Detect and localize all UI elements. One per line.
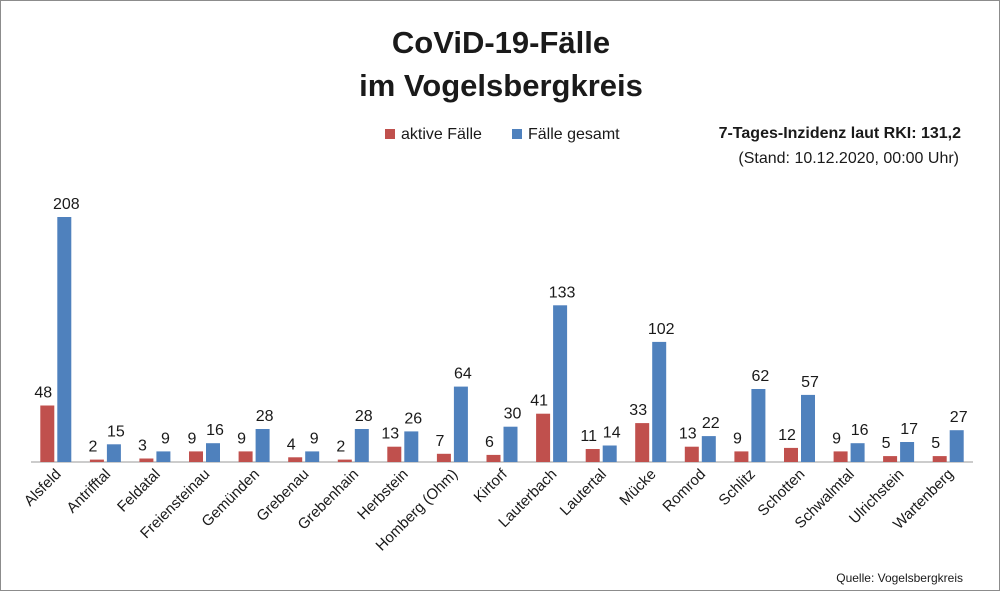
bar-aktive-12 xyxy=(635,423,650,462)
legend-label-gesamt: Fälle gesamt xyxy=(528,126,620,143)
value-label-aktive-7: 13 xyxy=(381,426,399,443)
legend-label-aktive: aktive Fälle xyxy=(401,126,482,143)
bar-aktive-10 xyxy=(536,413,551,462)
value-label-aktive-11: 11 xyxy=(580,428,597,445)
bar-aktive-18 xyxy=(932,456,947,462)
category-label-0: Alsfeld xyxy=(21,466,65,510)
date-annotation: (Stand: 10.12.2020, 00:00 Uhr) xyxy=(738,150,959,167)
category-label-12: Mücke xyxy=(616,466,659,509)
bar-gesamt-17 xyxy=(900,442,915,462)
category-label-11: Lautertal xyxy=(557,466,610,519)
bar-aktive-17 xyxy=(883,456,898,462)
bar-aktive-7 xyxy=(387,446,402,462)
value-label-gesamt-0: 208 xyxy=(53,196,80,213)
value-label-aktive-1: 2 xyxy=(88,439,97,456)
value-label-gesamt-17: 17 xyxy=(900,421,918,438)
value-label-gesamt-5: 9 xyxy=(310,430,319,447)
value-label-aktive-2: 3 xyxy=(138,438,147,455)
bar-gesamt-5 xyxy=(305,451,320,462)
value-label-gesamt-16: 16 xyxy=(851,422,869,439)
bar-gesamt-3 xyxy=(206,443,220,462)
chart-title-line-2: im Vogelsbergkreis xyxy=(359,68,643,103)
bar-gesamt-8 xyxy=(453,386,468,462)
bar-gesamt-1 xyxy=(106,444,121,462)
value-label-aktive-18: 5 xyxy=(931,435,940,452)
value-label-gesamt-18: 27 xyxy=(950,409,968,426)
value-label-gesamt-4: 28 xyxy=(256,408,274,425)
bar-aktive-2 xyxy=(139,458,154,462)
value-label-gesamt-7: 26 xyxy=(404,410,422,427)
value-label-aktive-15: 12 xyxy=(778,427,796,444)
value-label-gesamt-12: 102 xyxy=(648,321,675,338)
bar-aktive-3 xyxy=(189,451,203,462)
value-label-aktive-0: 48 xyxy=(34,385,52,402)
value-label-aktive-13: 13 xyxy=(679,426,697,443)
bar-aktive-0 xyxy=(40,405,55,462)
value-label-gesamt-3: 16 xyxy=(206,422,224,439)
value-label-aktive-12: 33 xyxy=(629,402,647,419)
chart-title-line-1: CoViD-19-Fälle xyxy=(392,25,610,60)
bar-gesamt-4 xyxy=(255,429,270,462)
value-label-gesamt-9: 30 xyxy=(504,406,522,423)
bar-gesamt-15 xyxy=(801,394,815,462)
value-label-gesamt-11: 14 xyxy=(603,425,621,442)
value-label-gesamt-6: 28 xyxy=(355,408,373,425)
bar-gesamt-7 xyxy=(404,431,419,462)
value-label-aktive-17: 5 xyxy=(882,435,891,452)
value-label-gesamt-8: 64 xyxy=(454,366,472,383)
value-label-aktive-4: 9 xyxy=(237,430,246,447)
bar-aktive-5 xyxy=(288,457,303,462)
bar-gesamt-0 xyxy=(57,217,72,462)
legend: aktive Fälle Fälle gesamt xyxy=(385,126,620,143)
bar-aktive-11 xyxy=(585,449,600,462)
legend-swatch-gesamt xyxy=(512,129,522,139)
value-label-aktive-16: 9 xyxy=(832,430,841,447)
value-label-gesamt-10: 133 xyxy=(549,284,576,301)
incidence-annotation: 7-Tages-Inzidenz laut RKI: 131,2 xyxy=(719,125,962,142)
bar-gesamt-12 xyxy=(652,341,667,462)
bar-aktive-13 xyxy=(684,446,699,462)
value-label-aktive-3: 9 xyxy=(188,430,197,447)
value-label-gesamt-2: 9 xyxy=(161,430,170,447)
category-label-2: Feldatal xyxy=(114,466,164,516)
value-label-aktive-14: 9 xyxy=(733,430,742,447)
value-label-aktive-9: 6 xyxy=(485,434,494,451)
bar-gesamt-2 xyxy=(156,451,171,462)
value-label-gesamt-13: 22 xyxy=(702,415,720,432)
bar-aktive-9 xyxy=(486,454,501,462)
bar-gesamt-16 xyxy=(850,443,865,462)
category-label-14: Schlitz xyxy=(715,466,758,509)
bar-aktive-8 xyxy=(436,453,451,462)
legend-swatch-aktive xyxy=(385,129,395,139)
category-label-9: Kirtorf xyxy=(471,465,512,506)
bar-aktive-1 xyxy=(89,459,104,462)
bar-gesamt-10 xyxy=(553,305,568,462)
bar-aktive-4 xyxy=(238,451,253,462)
value-label-aktive-6: 2 xyxy=(336,439,345,456)
value-label-aktive-8: 7 xyxy=(435,433,444,450)
value-label-gesamt-14: 62 xyxy=(752,368,770,385)
bar-aktive-6 xyxy=(337,459,352,462)
value-label-gesamt-1: 15 xyxy=(107,423,125,440)
value-label-aktive-10: 41 xyxy=(530,393,548,410)
value-label-gesamt-15: 57 xyxy=(801,374,819,391)
bar-aktive-14 xyxy=(734,451,749,462)
category-label-1: Antrifftal xyxy=(63,466,114,517)
bar-gesamt-14 xyxy=(751,389,766,462)
bar-gesamt-6 xyxy=(354,429,369,462)
source-note: Quelle: Vogelsbergkreis xyxy=(836,571,963,585)
bar-gesamt-9 xyxy=(503,426,518,462)
bar-aktive-16 xyxy=(833,451,848,462)
value-label-aktive-5: 4 xyxy=(287,436,296,453)
bar-gesamt-13 xyxy=(701,436,716,462)
bar-gesamt-18 xyxy=(949,430,964,462)
bar-aktive-15 xyxy=(784,447,798,462)
category-label-13: Romrod xyxy=(659,466,709,516)
bar-gesamt-11 xyxy=(602,445,617,462)
